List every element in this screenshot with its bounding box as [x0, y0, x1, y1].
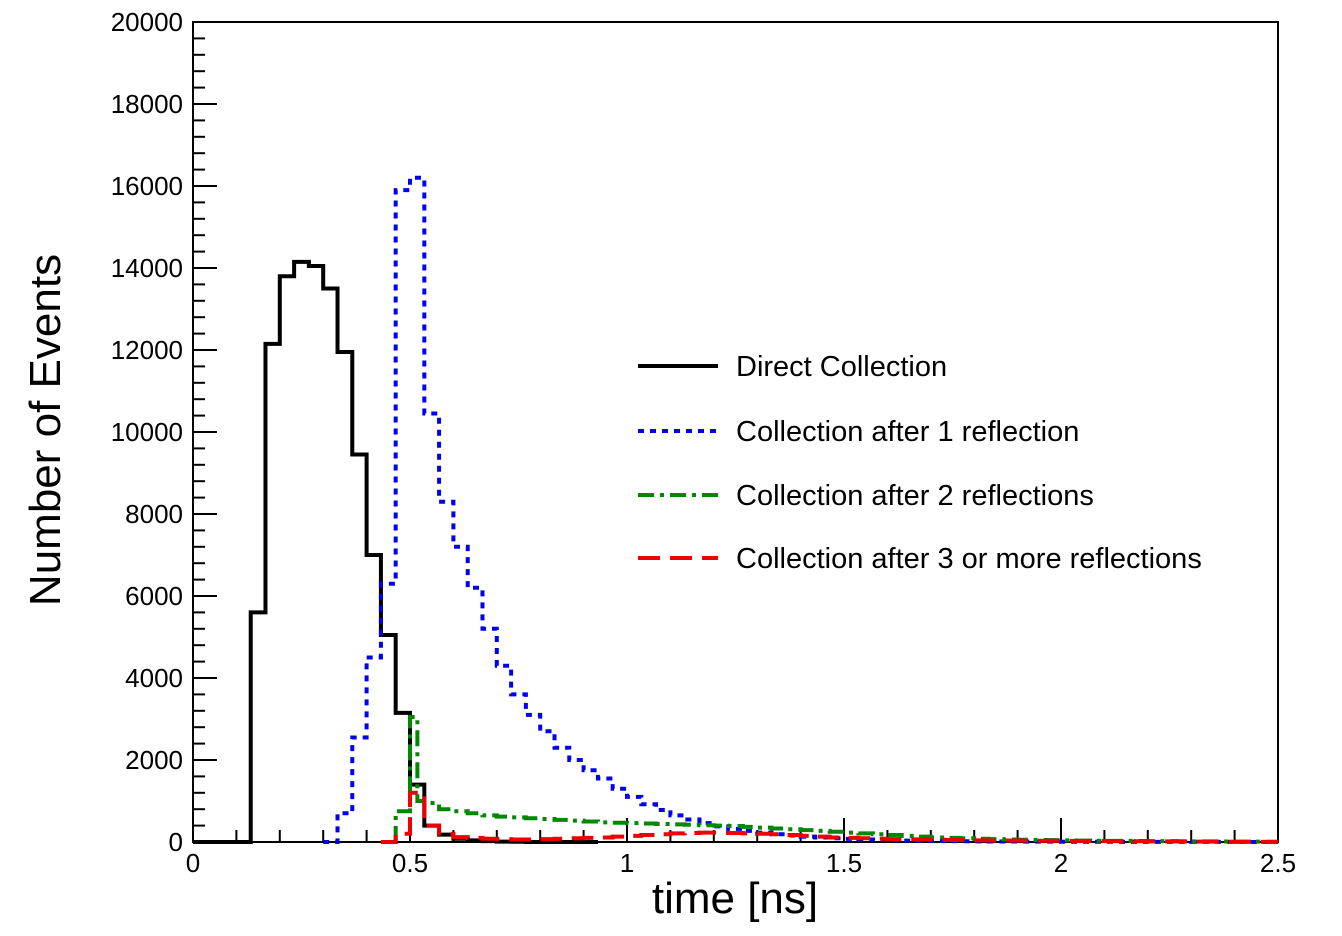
legend-label-1: Direct Collection	[736, 351, 947, 383]
x-tick-label: 1	[620, 848, 634, 878]
legend-label-2: Collection after 1 reflection	[736, 416, 1079, 448]
y-tick-label: 14000	[111, 253, 183, 283]
y-axis: 0 2000 4000 6000 8000 10000 12000 14000 16000 180…	[111, 7, 217, 857]
legend: Direct Collection Collection after 1 refl…	[638, 351, 1202, 575]
y-tick-label: 0	[169, 827, 183, 857]
y-tick-label: 18000	[111, 89, 183, 119]
y-tick-label: 6000	[125, 581, 183, 611]
x-tick-label: 2	[1054, 848, 1068, 878]
legend-label-3: Collection after 2 reflections	[736, 480, 1094, 512]
series-3-histogram	[393, 714, 1279, 844]
x-axis: 0 0.5 1 1.5 2 2.5	[186, 818, 1296, 878]
y-tick-label: 8000	[125, 499, 183, 529]
x-tick-label: 2.5	[1260, 848, 1296, 878]
series-4-histogram	[380, 790, 1279, 844]
y-axis-title: Number of Events	[21, 254, 70, 606]
y-tick-label: 20000	[111, 7, 183, 37]
x-tick-label: 1.5	[826, 848, 862, 878]
x-tick-label: 0.5	[392, 848, 428, 878]
legend-label-4: Collection after 3 or more reflections	[736, 543, 1202, 575]
series-layer	[193, 175, 1279, 844]
y-tick-label: 10000	[111, 417, 183, 447]
y-tick-label: 4000	[125, 663, 183, 693]
series-1-histogram	[193, 259, 599, 844]
y-tick-label: 12000	[111, 335, 183, 365]
x-axis-title: time [ns]	[652, 874, 818, 923]
y-tick-label: 16000	[111, 171, 183, 201]
x-tick-label: 0	[186, 848, 200, 878]
y-tick-label: 2000	[125, 745, 183, 775]
